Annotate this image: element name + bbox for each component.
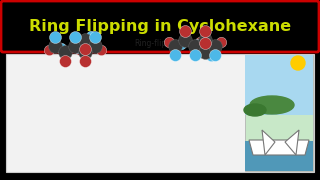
Polygon shape xyxy=(285,130,299,155)
Circle shape xyxy=(291,56,305,70)
Ellipse shape xyxy=(250,96,294,114)
FancyBboxPatch shape xyxy=(245,55,313,115)
Polygon shape xyxy=(262,130,275,155)
Polygon shape xyxy=(249,140,309,155)
Text: Ring Flipping in Cyclohexane: Ring Flipping in Cyclohexane xyxy=(29,19,291,35)
FancyBboxPatch shape xyxy=(1,1,319,52)
FancyBboxPatch shape xyxy=(245,55,313,171)
Ellipse shape xyxy=(244,104,266,116)
FancyBboxPatch shape xyxy=(6,54,314,172)
FancyBboxPatch shape xyxy=(245,141,313,171)
Text: Ring-flip: Ring-flip xyxy=(134,39,166,48)
